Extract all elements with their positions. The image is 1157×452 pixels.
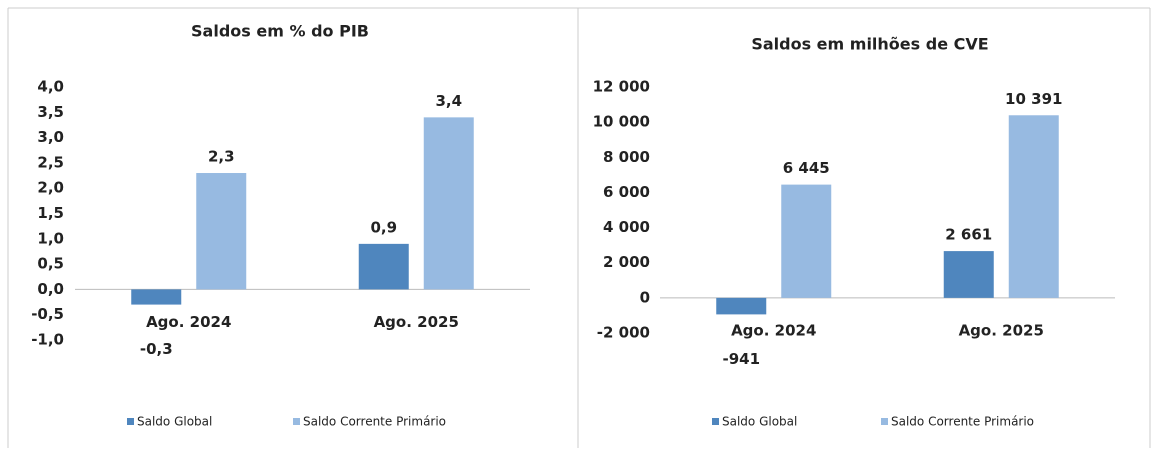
value-label: -0,3 bbox=[140, 340, 173, 358]
y-tick-label: 2,0 bbox=[37, 179, 64, 197]
value-label: 0,9 bbox=[370, 218, 397, 236]
bar bbox=[1008, 115, 1059, 298]
y-tick-label: 8 000 bbox=[603, 148, 650, 166]
y-tick-label: 0 bbox=[640, 288, 650, 306]
y-tick-label: 0,5 bbox=[37, 255, 64, 273]
y-tick-label: 1,0 bbox=[37, 229, 64, 247]
x-tick-label: Ago. 2025 bbox=[374, 313, 459, 331]
legend-marker bbox=[293, 418, 300, 425]
y-tick-label: -1,0 bbox=[31, 331, 64, 349]
y-tick-label: 1,5 bbox=[37, 204, 64, 222]
legend-label: Saldo Global bbox=[722, 415, 797, 429]
legend-marker bbox=[712, 418, 719, 425]
bar bbox=[716, 297, 767, 315]
y-tick-label: -2 000 bbox=[597, 324, 650, 342]
y-tick-label: 4 000 bbox=[603, 218, 650, 236]
y-tick-label: 12 000 bbox=[593, 78, 650, 96]
chart-title: Saldos em % do PIB bbox=[191, 22, 369, 41]
legend-marker bbox=[127, 418, 134, 425]
legend-marker bbox=[881, 418, 888, 425]
bar bbox=[781, 184, 832, 298]
x-tick-label: Ago. 2024 bbox=[731, 321, 816, 339]
x-tick-label: Ago. 2025 bbox=[959, 321, 1044, 339]
value-label: -941 bbox=[722, 350, 760, 368]
value-label: 2,3 bbox=[208, 148, 235, 166]
legend-label: Saldo Global bbox=[137, 415, 212, 429]
y-tick-label: -0,5 bbox=[31, 305, 64, 323]
legend-label: Saldo Corrente Primário bbox=[891, 415, 1034, 429]
y-tick-label: 10 000 bbox=[593, 113, 650, 131]
y-tick-label: 6 000 bbox=[603, 183, 650, 201]
bar bbox=[358, 243, 409, 290]
legend-label: Saldo Corrente Primário bbox=[303, 415, 446, 429]
value-label: 6 445 bbox=[783, 159, 830, 177]
bar bbox=[423, 117, 474, 290]
bar bbox=[196, 173, 247, 290]
y-tick-label: 3,5 bbox=[37, 103, 64, 121]
bar bbox=[943, 251, 994, 298]
chart-title: Saldos em milhões de CVE bbox=[751, 35, 988, 54]
y-tick-label: 0,0 bbox=[37, 280, 64, 298]
y-tick-label: 2 000 bbox=[603, 253, 650, 271]
value-label: 2 661 bbox=[945, 226, 992, 244]
y-tick-label: 3,0 bbox=[37, 128, 64, 146]
y-tick-label: 4,0 bbox=[37, 78, 64, 96]
bar bbox=[131, 289, 182, 305]
value-label: 10 391 bbox=[1005, 90, 1062, 108]
value-label: 3,4 bbox=[435, 92, 462, 110]
x-tick-label: Ago. 2024 bbox=[146, 313, 231, 331]
y-tick-label: 2,5 bbox=[37, 153, 64, 171]
